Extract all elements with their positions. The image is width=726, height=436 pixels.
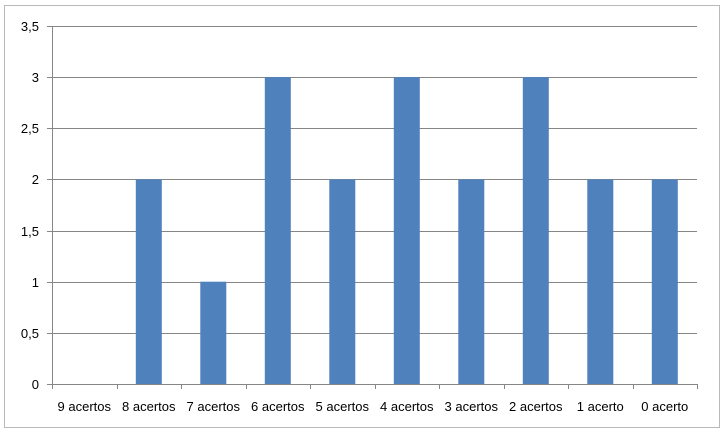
y-tick-label: 1,5: [21, 224, 39, 239]
y-tick-label: 0,5: [21, 326, 39, 341]
bar: [587, 179, 614, 384]
x-tick-label: 6 acertos: [251, 399, 305, 414]
y-tick-label: 1: [32, 275, 39, 290]
y-tick-label: 3: [32, 70, 39, 85]
bar: [651, 179, 678, 384]
x-tick-label: 3 acertos: [445, 399, 499, 414]
axes: [47, 26, 698, 389]
y-tick-label: 3,5: [21, 19, 39, 34]
bar: [458, 179, 485, 384]
x-tick-label: 5 acertos: [316, 399, 370, 414]
x-tick-label: 2 acertos: [509, 399, 563, 414]
y-tick-label: 0: [32, 377, 39, 392]
bar: [329, 179, 356, 384]
x-tick-label: 7 acertos: [187, 399, 241, 414]
x-tick-label: 0 acerto: [641, 399, 688, 414]
y-tick-labels: 0 0,5 1 1,5 2 2,5 3 3,5: [21, 19, 39, 392]
bar: [393, 77, 420, 384]
x-tick-label: 9 acertos: [58, 399, 112, 414]
y-tick-label: 2,5: [21, 121, 39, 136]
bar: [522, 77, 549, 384]
x-tick-label: 8 acertos: [122, 399, 176, 414]
bar: [135, 179, 162, 384]
y-tick-label: 2: [32, 172, 39, 187]
x-tick-labels: 9 acertos 8 acertos 7 acertos 6 acertos 5 ac…: [58, 399, 689, 414]
x-tick-label: 4 acertos: [380, 399, 434, 414]
bars: [135, 77, 678, 384]
x-tick-label: 1 acerto: [577, 399, 624, 414]
bar: [200, 281, 227, 384]
bar: [264, 77, 291, 384]
